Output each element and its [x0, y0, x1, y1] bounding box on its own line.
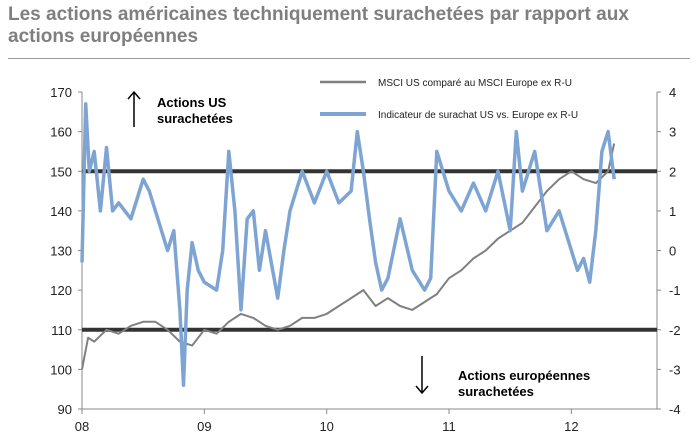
x-tick-label: 09	[197, 419, 211, 434]
y-left-tick-label: 110	[51, 323, 72, 338]
annotation-eu-overbought: Actions européennes	[458, 368, 590, 383]
y-left-tick-label: 140	[50, 204, 72, 219]
annotation-eu-overbought: surachetées	[458, 384, 534, 399]
series-layer	[80, 102, 616, 387]
y-left-tick-label: 130	[50, 244, 72, 259]
y-right-tick-label: -2	[669, 323, 681, 338]
down-arrow-icon	[415, 385, 429, 395]
y-right-tick-label: -1	[669, 283, 681, 298]
up-arrow-icon	[127, 90, 141, 100]
y-right-tick-label: 1	[669, 204, 676, 219]
y-left-tick-label: 100	[50, 362, 72, 377]
x-tick-label: 08	[75, 419, 89, 434]
chart-title: Les actions américaines techniquement su…	[8, 4, 629, 47]
reference-lines	[82, 169, 657, 332]
y-right-tick-label: 4	[669, 85, 676, 100]
annotation-us-overbought: Actions US	[157, 95, 227, 110]
y-right-tick-label: -3	[669, 362, 681, 377]
series-line-msci-ratio	[81, 143, 616, 370]
y-left-tick-label: 90	[58, 402, 72, 417]
legend-label: Indicateur de surachat US vs. Europe ex …	[378, 110, 578, 121]
x-tick-label: 12	[564, 419, 578, 434]
title-divider	[8, 58, 690, 59]
y-left-tick-label: 120	[50, 283, 72, 298]
legend: MSCI US comparé au MSCI Europe ex R-U Ind…	[320, 78, 578, 121]
y-left-tick-label: 160	[50, 125, 72, 140]
axes-layer: 90100110120130140150160170-4-3-2-1012340…	[50, 85, 680, 434]
series-line-overbought-indicator	[80, 102, 616, 387]
y-right-tick-label: 0	[669, 244, 676, 259]
y-right-tick-label: 2	[669, 164, 676, 179]
x-tick-label: 10	[319, 419, 333, 434]
legend-label: MSCI US comparé au MSCI Europe ex R-U	[378, 78, 572, 89]
y-left-tick-label: 150	[50, 164, 72, 179]
y-left-tick-label: 170	[50, 85, 72, 100]
x-tick-label: 11	[442, 419, 456, 434]
y-right-tick-label: 3	[669, 125, 676, 140]
y-right-tick-label: -4	[669, 402, 681, 417]
annotation-us-overbought: surachetées	[157, 111, 233, 126]
